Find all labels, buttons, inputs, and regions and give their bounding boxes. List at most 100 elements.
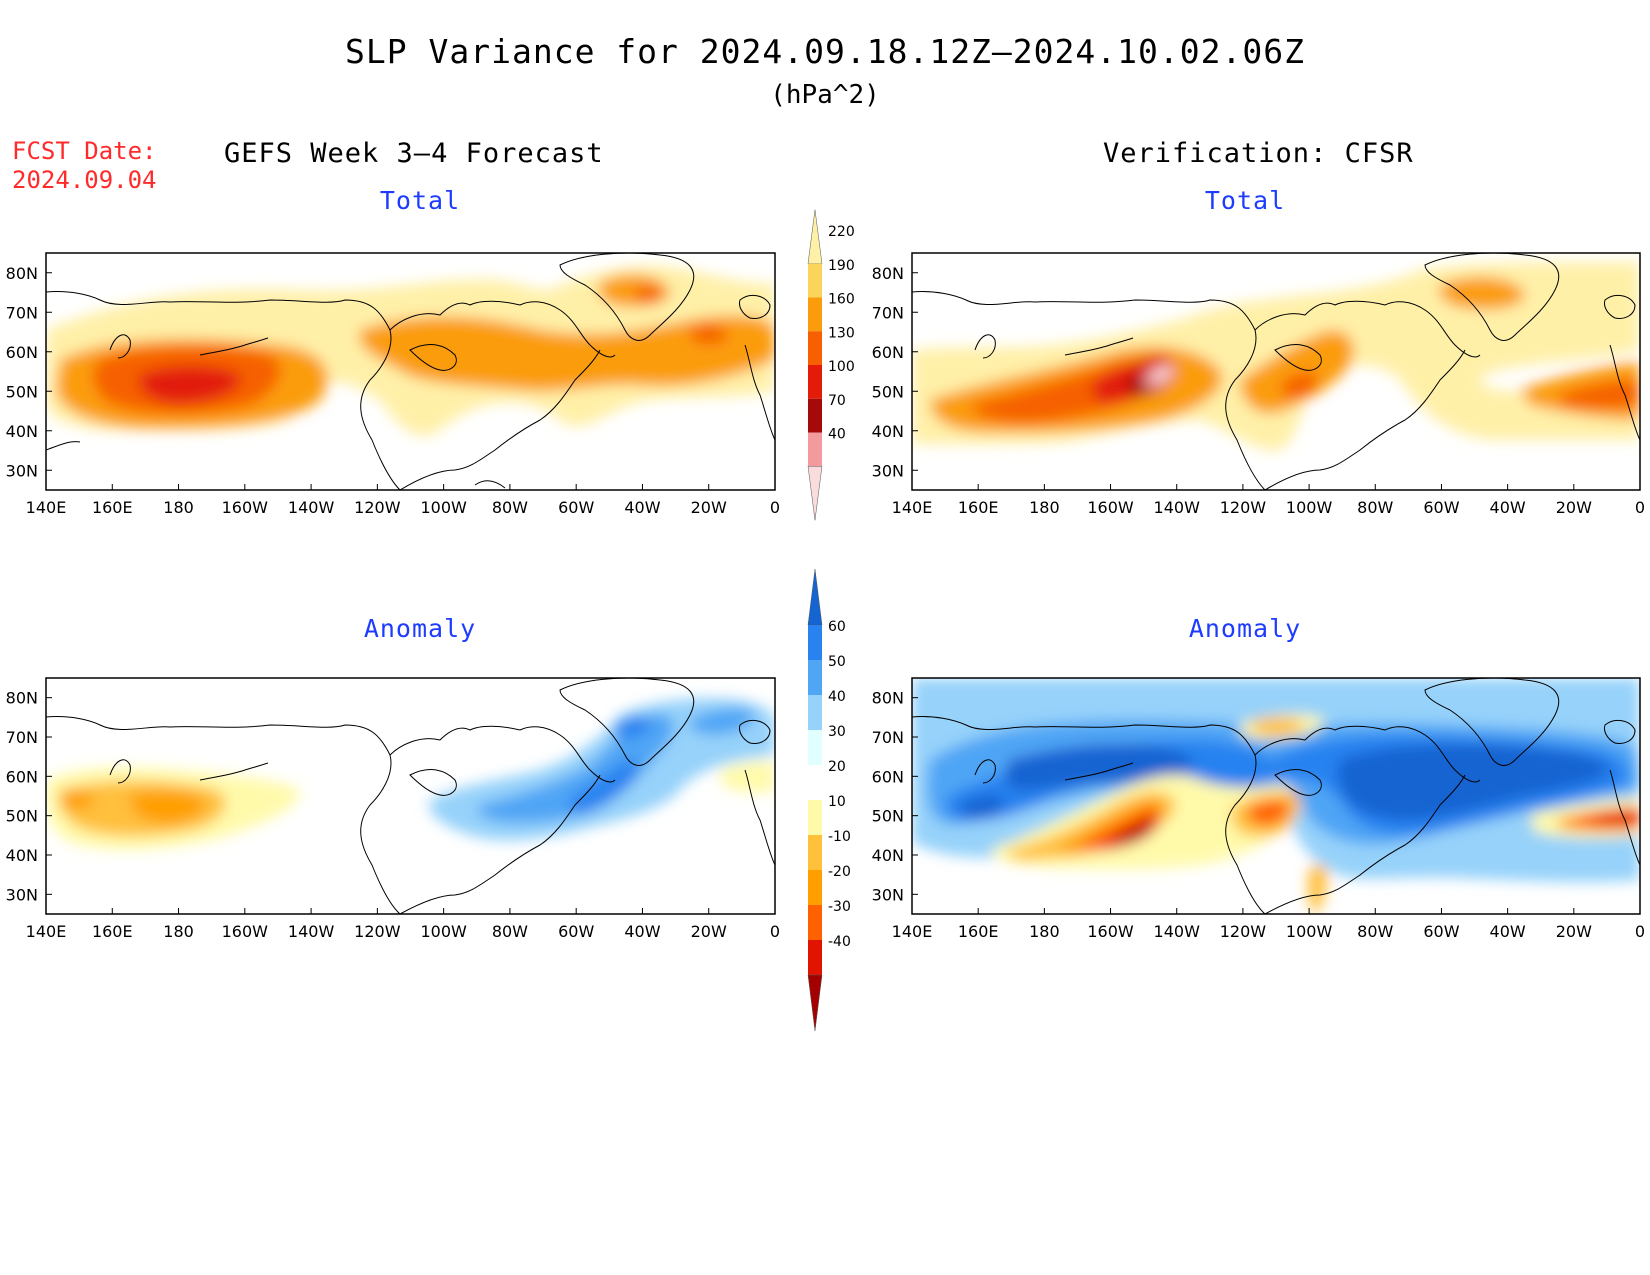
lon-tick-label-forecast-anomaly: 180 [163,922,194,941]
lat-tick-label-forecast-anomaly: 80N [6,689,38,708]
frame-verification-total [911,252,1641,491]
shade-100-130-c [690,325,728,345]
colorbar-total-level-label: 100 [828,359,855,375]
lon-tick-label-forecast-anomaly: 140W [288,922,335,941]
lon-tick-label-verification-anomaly: 160W [1087,922,1134,941]
lon-tick-label-verification-anomaly: 100W [1286,922,1333,941]
shade-50-60-b [1590,811,1640,825]
coastlines-forecast-anomaly [46,678,775,914]
shade-30-40-b [60,790,95,810]
forecast-date-label: FCST Date: [12,137,157,165]
colorbar-anomaly-swatch [807,568,823,626]
lon-tick-label-verification-total: 40W [1490,498,1526,517]
colorbar-anomaly-level-label: -20 [828,864,851,880]
colorbar-total-swatch [808,263,822,298]
lon-tick-label-forecast-anomaly: 140E [26,922,67,941]
map-panel-verification-anomaly [911,677,1641,915]
lat-tick-label-verification-total: 80N [872,264,904,283]
lon-tick-label-verification-total: 120W [1220,498,1267,517]
shade-m30-m40 [568,759,639,814]
lon-tick-label-forecast-total: 140W [288,498,335,517]
colorbar-anomaly-swatch [808,800,822,835]
colorbar-anomaly-swatch [808,765,822,800]
map-panel-verification-total [911,252,1641,491]
lon-tick-label-verification-anomaly: 40W [1490,922,1526,941]
right-column-header: Verification: CFSR [1103,138,1414,169]
colorbar-anomaly-level-label: -40 [828,934,851,950]
lat-tick-label-forecast-anomaly: 70N [6,728,38,747]
lon-tick-label-verification-anomaly: 0 [1635,922,1645,941]
lon-tick-label-verification-anomaly: 20W [1556,922,1592,941]
lon-tick-label-forecast-total: 140E [26,498,67,517]
colorbar-total-swatch [808,432,822,467]
shade-100-130-c [1560,380,1640,409]
lon-tick-label-forecast-total: 160E [92,498,133,517]
map-panel-forecast-anomaly [45,677,776,915]
main-title: SLP Variance for 2024.09.18.12Z–2024.10.… [345,32,1305,71]
colorbar-total-swatch [807,209,823,264]
lat-tick-label-verification-total: 60N [872,343,904,362]
colorbar-total-swatch [808,331,822,365]
lon-tick-label-verification-anomaly: 160E [958,922,999,941]
lat-tick-label-forecast-total: 60N [6,343,38,362]
shading-forecast-anomaly [46,698,775,850]
lat-tick-label-forecast-anomaly: 40N [6,846,38,865]
shade-below-m40-c [959,795,1005,818]
lon-tick-label-verification-total: 160E [958,498,999,517]
colorbar-anomaly-swatch [808,660,822,695]
shade-below-m40 [1004,744,1193,790]
lon-tick-label-verification-total: 80W [1357,498,1393,517]
colorbar-anomaly-level-label: -30 [828,899,851,915]
shade-m20-m30 [477,713,674,824]
lon-tick-label-verification-total: 60W [1423,498,1459,517]
colorbar-anomaly-level-label: 30 [828,724,846,740]
frame-forecast-anomaly [45,677,776,915]
lat-tick-label-verification-anomaly: 70N [872,728,904,747]
colorbar-anomaly-level-label: 20 [828,759,846,775]
colorbar-anomaly-swatch [808,695,822,730]
lon-tick-label-forecast-anomaly: 160W [222,922,269,941]
colorbar-anomaly-level-label: 10 [828,794,846,810]
lon-tick-label-verification-total: 140W [1154,498,1201,517]
lat-tick-label-verification-anomaly: 30N [872,885,904,904]
colorbar-anomaly-swatch [808,940,822,975]
lat-tick-label-verification-anomaly: 50N [872,807,904,826]
lon-tick-label-forecast-total: 160W [222,498,269,517]
lon-tick-label-forecast-total: 80W [492,498,528,517]
shade-20-30-c [1307,864,1328,914]
forecast-date: FCST Date: 2024.09.04 [12,137,157,195]
colorbar-anomaly-level-label: 50 [828,654,846,670]
lon-tick-label-forecast-anomaly: 160E [92,922,133,941]
colorbar-anomaly: -40 -30 -20 -10 10 20 30 40 50 60 [807,568,851,1032]
colorbar-total-level-label: 70 [828,393,846,409]
lon-tick-label-forecast-total: 40W [624,498,660,517]
shading-verification-anomaly [912,678,1640,914]
lat-tick-label-verification-anomaly: 40N [872,846,904,865]
lon-tick-label-forecast-anomaly: 0 [770,922,780,941]
colorbar-total-swatch [808,365,822,399]
frame-forecast-total [45,252,776,491]
lon-tick-label-forecast-total: 20W [691,498,727,517]
lat-tick-label-forecast-anomaly: 30N [6,885,38,904]
frame-verification-anomaly [911,677,1641,915]
units-label: (hPa^2) [770,80,880,110]
lon-tick-label-forecast-total: 0 [770,498,780,517]
shade-above-60 [1115,822,1152,844]
lon-tick-label-verification-total: 0 [1635,498,1645,517]
colorbar-total-swatch [808,398,822,433]
lon-tick-label-forecast-anomaly: 80W [492,922,528,941]
shade-40-50-b [1247,800,1290,826]
lon-tick-label-forecast-anomaly: 100W [420,922,467,941]
lat-tick-label-forecast-total: 70N [6,303,38,322]
lon-tick-label-verification-anomaly: 180 [1029,922,1060,941]
lon-tick-label-forecast-total: 180 [163,498,194,517]
colorbar-anomaly-swatch [807,974,823,1032]
lon-tick-label-verification-anomaly: 120W [1220,922,1267,941]
lon-tick-label-forecast-total: 120W [354,498,401,517]
lat-tick-label-forecast-total: 40N [6,422,38,441]
map-panel-forecast-total [45,252,776,491]
forecast-date-value: 2024.09.04 [12,166,157,194]
subtitle-forecast-anomaly: Anomaly [363,614,477,643]
colorbar-anomaly-level-label: 40 [828,689,846,705]
